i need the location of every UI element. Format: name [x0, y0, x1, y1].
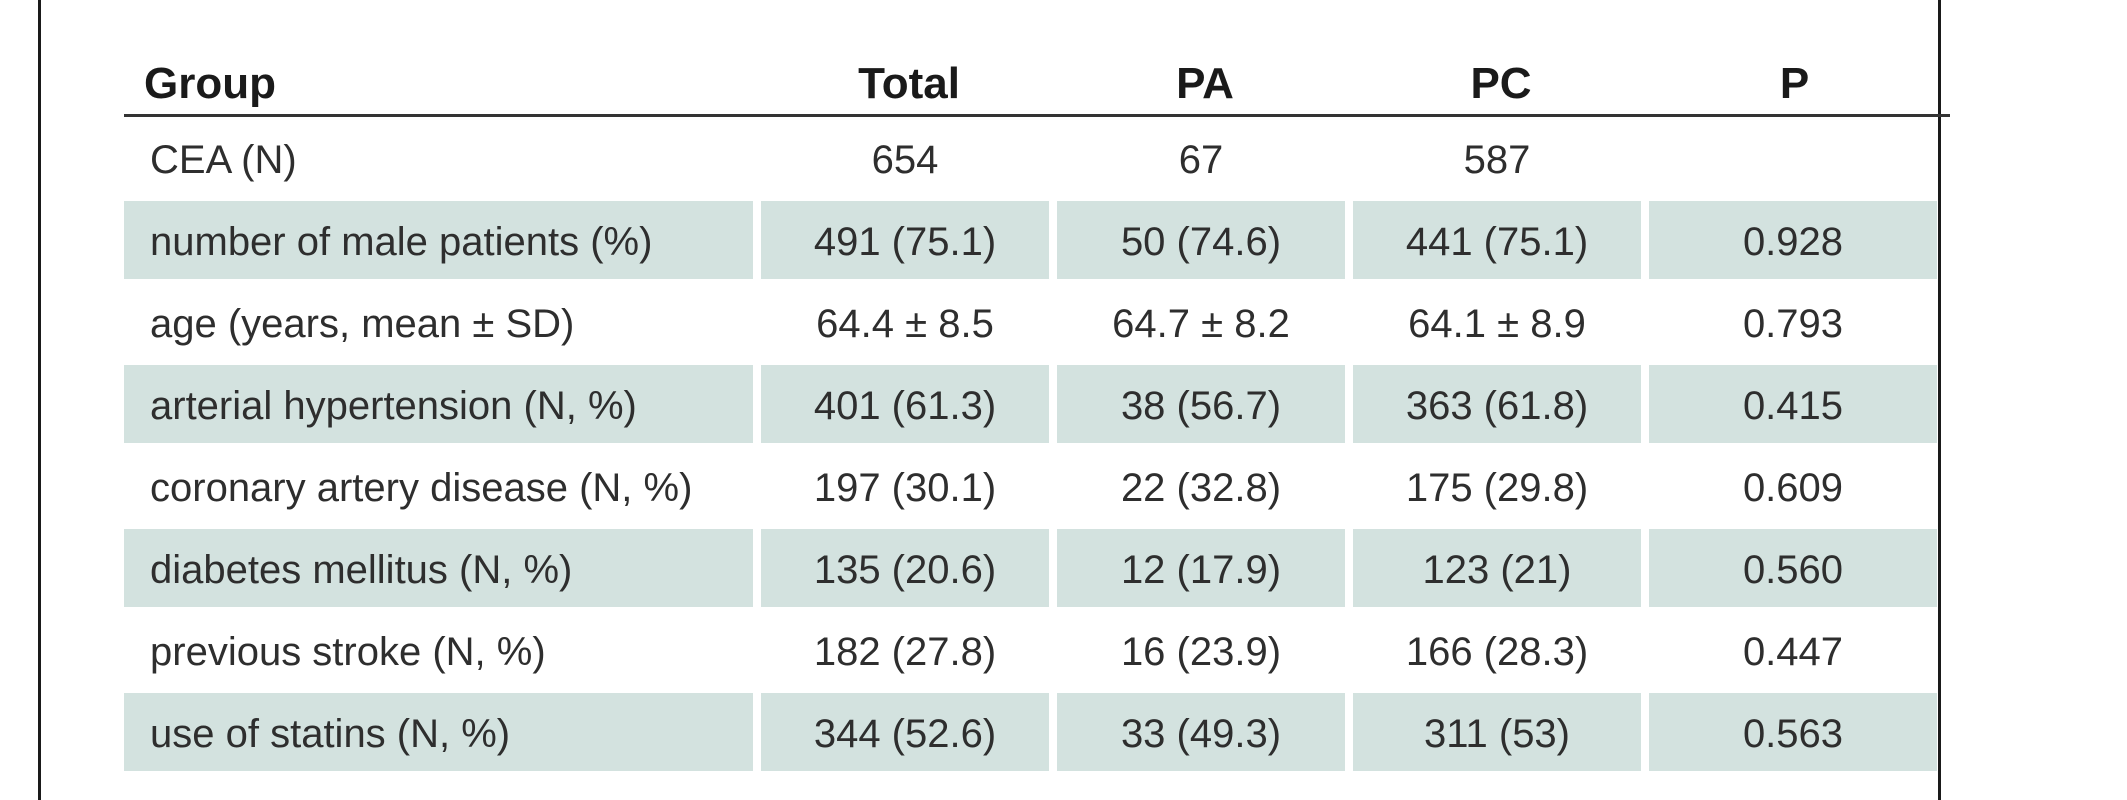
- row-label: CEA (N): [150, 138, 297, 182]
- cell-pa: 33 (49.3): [1057, 693, 1345, 771]
- cell-p: 0.447: [1742, 630, 1844, 674]
- cell-pc: 363 (61.8): [1353, 365, 1641, 443]
- table-header: Group Total PA PC P: [124, 47, 1950, 117]
- data-table: Group Total PA PC P CEA (N) 654 67 587 n…: [124, 47, 1950, 773]
- cell-pc: 166 (28.3): [1405, 630, 1589, 674]
- header-total: Total: [858, 59, 960, 108]
- cell-total: 401 (61.3): [761, 365, 1049, 443]
- cell-pa: 22 (32.8): [1120, 466, 1282, 510]
- header-p: P: [1779, 59, 1810, 108]
- header-pa: PA: [1176, 59, 1234, 108]
- cell-pa: 12 (17.9): [1057, 529, 1345, 607]
- table-row: arterial hypertension (N, %) 401 (61.3) …: [124, 363, 1950, 445]
- cell-p: 0.560: [1649, 529, 1937, 607]
- table-frame: Group Total PA PC P CEA (N) 654 67 587 n…: [38, 0, 1950, 800]
- cell-total: 182 (27.8): [813, 630, 997, 674]
- cell-pa: 67: [1178, 138, 1224, 182]
- row-label: use of statins (N, %): [124, 693, 753, 771]
- cell-p: 0.793: [1742, 302, 1844, 346]
- cell-p: [1649, 119, 1937, 197]
- table-row: use of statins (N, %) 344 (52.6) 33 (49.…: [124, 691, 1950, 773]
- cell-pa: 16 (23.9): [1120, 630, 1282, 674]
- row-label: previous stroke (N, %): [150, 630, 546, 674]
- cell-pc: 587: [1463, 138, 1531, 182]
- cell-p: 0.928: [1649, 201, 1937, 279]
- header-pc: PC: [1470, 59, 1532, 108]
- cell-pc: 311 (53): [1353, 693, 1641, 771]
- cell-total: 135 (20.6): [761, 529, 1049, 607]
- row-label: coronary artery disease (N, %): [150, 466, 693, 510]
- cell-total: 491 (75.1): [761, 201, 1049, 279]
- header-group: Group: [144, 59, 276, 108]
- table-row: age (years, mean ± SD) 64.4 ± 8.5 64.7 ±…: [124, 281, 1950, 363]
- row-label: arterial hypertension (N, %): [124, 365, 753, 443]
- cell-total: 344 (52.6): [761, 693, 1049, 771]
- cell-pc: 64.1 ± 8.9: [1408, 302, 1586, 346]
- cell-total: 64.4 ± 8.5: [816, 302, 994, 346]
- table-row: CEA (N) 654 67 587: [124, 117, 1950, 199]
- cell-p: 0.563: [1649, 693, 1937, 771]
- table-row: diabetes mellitus (N, %) 135 (20.6) 12 (…: [124, 527, 1950, 609]
- row-label: age (years, mean ± SD): [150, 302, 575, 346]
- cell-pa: 50 (74.6): [1057, 201, 1345, 279]
- cell-pa: 64.7 ± 8.2: [1112, 302, 1290, 346]
- cell-total: 197 (30.1): [813, 466, 997, 510]
- cell-pc: 123 (21): [1353, 529, 1641, 607]
- cell-p: 0.609: [1742, 466, 1844, 510]
- cell-pc: 441 (75.1): [1353, 201, 1641, 279]
- row-label: number of male patients (%): [124, 201, 753, 279]
- row-label: diabetes mellitus (N, %): [124, 529, 753, 607]
- cell-p: 0.415: [1649, 365, 1937, 443]
- table-row: coronary artery disease (N, %) 197 (30.1…: [124, 445, 1950, 527]
- cell-pa: 38 (56.7): [1057, 365, 1345, 443]
- table-row: previous stroke (N, %) 182 (27.8) 16 (23…: [124, 609, 1950, 691]
- cell-total: 654: [871, 138, 939, 182]
- table-row: number of male patients (%) 491 (75.1) 5…: [124, 199, 1950, 281]
- cell-pc: 175 (29.8): [1405, 466, 1589, 510]
